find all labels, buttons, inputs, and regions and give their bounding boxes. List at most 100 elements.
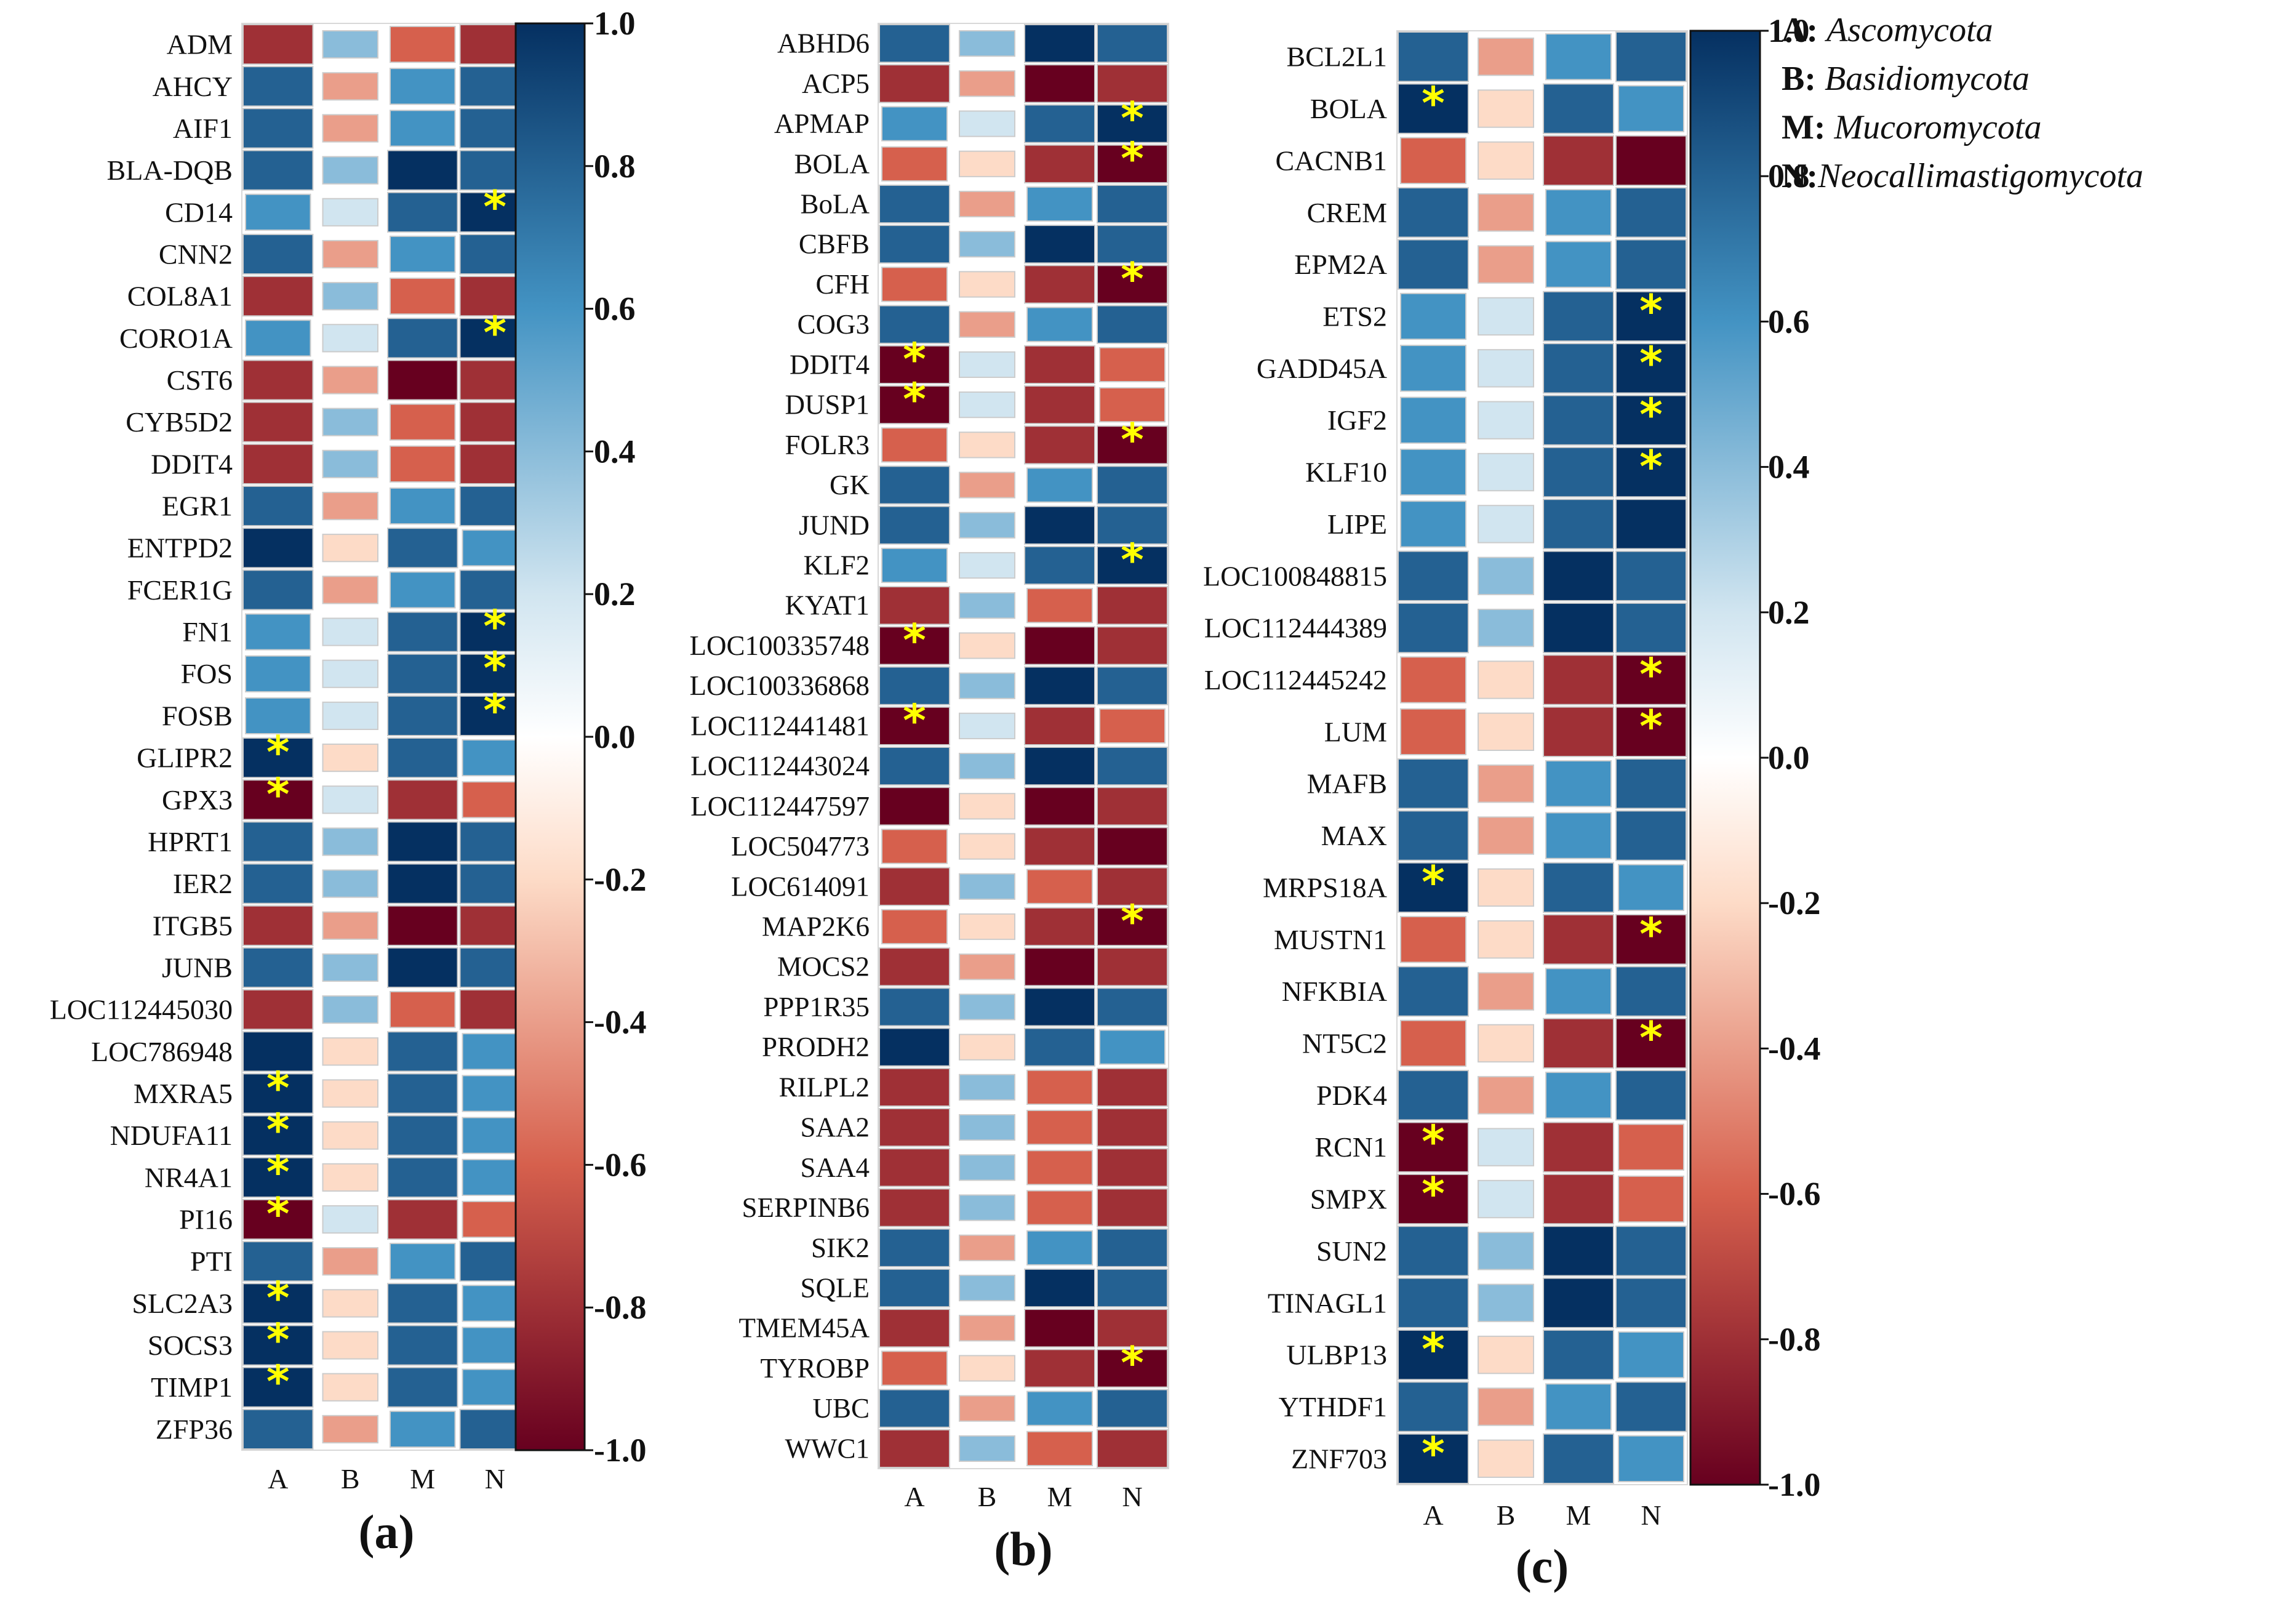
heatmap-cell <box>959 70 1015 97</box>
heatmap-cell <box>322 827 378 856</box>
gene-label: CBFB <box>799 229 870 260</box>
heatmap-cell <box>879 1027 950 1067</box>
significance-star: * <box>1639 908 1663 960</box>
heatmap-cell <box>390 571 456 609</box>
significance-star: * <box>1422 1427 1445 1479</box>
heatmap-cell <box>1024 987 1095 1027</box>
heatmap-cell <box>1543 654 1614 705</box>
heatmap-cell <box>1543 291 1614 342</box>
heatmap-cell <box>322 30 378 59</box>
significance-star: * <box>1121 92 1144 144</box>
heatmap-cell <box>1097 545 1168 585</box>
heatmap-cell <box>390 487 456 525</box>
heatmap-cell <box>322 617 378 646</box>
gene-label: MUSTN1 <box>1274 924 1387 955</box>
heatmap-cell <box>1026 1190 1093 1226</box>
heatmap-cell <box>1024 24 1095 63</box>
heatmap-cell <box>242 1157 314 1198</box>
gene-label: PRODH2 <box>762 1032 870 1062</box>
heatmap-cell <box>1097 666 1168 705</box>
colorbar-tick-label: 1.0 <box>594 5 636 42</box>
heatmap-cell <box>1097 24 1168 63</box>
colorbar-tick-label: 1.0 <box>1768 12 1810 49</box>
heatmap-cell <box>1615 966 1687 1017</box>
heatmap-cell <box>1478 764 1534 803</box>
heatmap-cell <box>959 1274 1015 1302</box>
gene-label: CST6 <box>167 364 233 396</box>
heatmap-cell <box>1099 708 1166 744</box>
heatmap-cell <box>322 785 378 814</box>
heatmap-cell <box>242 989 314 1030</box>
heatmap-cell <box>1026 588 1093 624</box>
heatmap-cell <box>879 947 950 987</box>
heatmap-cell <box>1615 602 1687 654</box>
gene-label: LUM <box>1324 716 1387 747</box>
heatmap-cell <box>1398 602 1469 654</box>
gene-label: APMAP <box>774 108 870 139</box>
heatmap-cell <box>959 1315 1015 1342</box>
heatmap-cell <box>1024 505 1095 545</box>
heatmap-cell <box>879 1309 950 1348</box>
heatmap-cell <box>881 267 948 302</box>
heatmap-cell <box>1543 550 1614 601</box>
heatmap-cell <box>1026 307 1093 342</box>
significance-star: * <box>1121 414 1144 465</box>
colorbar-tick-label: 0.2 <box>594 576 636 612</box>
heatmap-cell <box>1026 1110 1093 1146</box>
heatmap-cell <box>1543 1433 1614 1484</box>
category-label: A <box>1423 1499 1443 1531</box>
heatmap-cell <box>879 747 950 786</box>
heatmap-cell <box>387 191 458 233</box>
legend-item-b: B: Basidiomycota <box>1782 60 2030 98</box>
heatmap-cell <box>1398 187 1469 238</box>
gene-label: LOC786948 <box>91 1036 233 1067</box>
heatmap-cell <box>959 1033 1015 1061</box>
heatmap-cell <box>1478 556 1534 595</box>
heatmap-cell <box>1026 1430 1093 1467</box>
heatmap-cell <box>1097 787 1168 826</box>
gene-label: GLIPR2 <box>137 742 233 774</box>
category-label: B <box>978 1481 997 1512</box>
gene-label: RCN1 <box>1314 1131 1387 1163</box>
gene-label: SUN2 <box>1316 1235 1387 1267</box>
heatmap-cell <box>1615 135 1687 187</box>
heatmap-cell <box>322 1247 378 1276</box>
heatmap-panel-b: ABHD6 ACP5 APMAP * BOLA * BoLA CBFB CFH * COG3 DDIT… <box>690 23 1169 1576</box>
heatmap-cell <box>322 1331 378 1360</box>
heatmap-cell <box>879 1389 950 1428</box>
heatmap-cell <box>1097 225 1168 264</box>
heatmap-cell <box>879 787 950 826</box>
heatmap-cell <box>242 1198 314 1240</box>
heatmap-cell <box>1024 947 1095 987</box>
gene-label: SAA4 <box>800 1152 870 1183</box>
heatmap-cell <box>1543 1226 1614 1277</box>
heatmap-cell <box>959 873 1015 900</box>
heatmap-cell <box>1478 297 1534 336</box>
heatmap-cell <box>387 1366 458 1408</box>
heatmap-cell <box>322 995 378 1024</box>
heatmap-cell <box>1097 425 1168 465</box>
heatmap-cell <box>390 278 456 315</box>
heatmap-cell <box>1097 1228 1168 1267</box>
heatmap-cell <box>322 1205 378 1234</box>
heatmap-cell <box>322 1079 378 1108</box>
heatmap-cell <box>959 1194 1015 1221</box>
heatmap-cell <box>1615 550 1687 601</box>
heatmap-cell <box>390 26 456 63</box>
heatmap-cell <box>322 449 378 478</box>
colorbar-tick-label: 0.0 <box>1768 739 1810 776</box>
heatmap-cell <box>245 193 311 231</box>
colorbar-tick-label: -0.8 <box>594 1289 646 1326</box>
heatmap-cell <box>1543 83 1614 134</box>
heatmap-cell <box>322 324 378 353</box>
heatmap-cell <box>387 359 458 401</box>
heatmap-cell <box>1618 1435 1684 1482</box>
heatmap-cell <box>390 991 456 1029</box>
gene-label: JUNB <box>162 952 233 983</box>
significance-star: * <box>483 181 506 233</box>
heatmap-cell <box>387 905 458 946</box>
colorbar-tick-label: 0.8 <box>1768 158 1810 195</box>
heatmap-cell <box>1398 810 1469 861</box>
heatmap-cell <box>322 953 378 982</box>
gene-label: TIMP1 <box>151 1371 233 1403</box>
